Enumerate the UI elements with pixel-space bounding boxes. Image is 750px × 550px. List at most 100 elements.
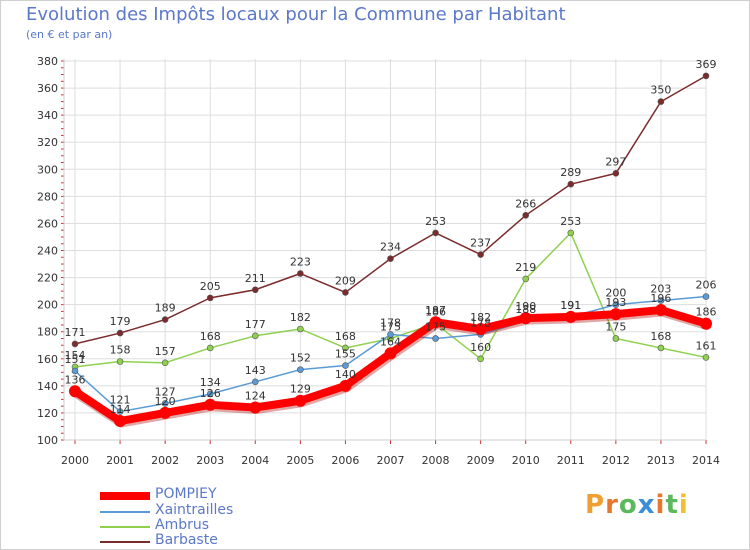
x-tick-label: 2005 (286, 454, 314, 467)
legend-label-ambrus: Ambrus (155, 517, 210, 533)
x-tick-label: 2011 (557, 454, 585, 467)
chart-subtitle: (en € et par an) (26, 28, 113, 41)
x-tick-label: 2000 (61, 454, 89, 467)
data-label-barbaste: 205 (200, 280, 221, 293)
data-point-ambrus (477, 355, 484, 363)
data-label-pompiey: 129 (290, 383, 311, 396)
legend-label-pompiey: POMPIEY (155, 486, 217, 502)
data-point-pompiey (339, 379, 352, 392)
data-label-pompiey: 164 (380, 335, 401, 348)
legend-item-ambrus[interactable]: Ambrus (100, 517, 300, 535)
data-label-barbaste: 253 (425, 215, 446, 228)
data-point-xaintrailles (387, 331, 394, 338)
data-point-xaintrailles (657, 297, 665, 304)
chart-title: Evolution des Impôts locaux pour la Comm… (26, 4, 566, 25)
data-label-ambrus: 158 (110, 343, 131, 356)
data-point-pompiey (609, 308, 622, 321)
legend-item-barbaste[interactable]: Barbaste (100, 532, 300, 550)
legend-swatch-barbaste (100, 541, 150, 543)
y-tick-label: 180 (37, 326, 58, 339)
data-label-ambrus: 253 (560, 215, 581, 228)
data-label-xaintrailles: 152 (290, 352, 311, 365)
y-tick-label: 120 (37, 407, 58, 420)
x-tick-label: 2014 (692, 454, 720, 467)
data-point-barbaste (116, 329, 124, 337)
data-point-barbaste (297, 270, 304, 277)
x-tick-label: 2013 (647, 454, 675, 467)
y-tick-label: 160 (37, 353, 58, 366)
data-label-ambrus: 160 (470, 341, 491, 354)
data-point-barbaste (387, 255, 394, 262)
data-label-barbaste: 350 (650, 84, 671, 97)
data-label-pompiey: 190 (515, 300, 536, 313)
data-point-xaintrailles (612, 301, 620, 308)
legend-swatch-ambrus (100, 526, 150, 528)
data-label-pompiey: 191 (560, 299, 581, 312)
data-label-pompiey: 136 (65, 373, 86, 386)
data-point-ambrus (161, 359, 169, 367)
data-label-pompiey: 186 (696, 306, 717, 319)
y-tick-label: 140 (37, 380, 58, 393)
data-label-xaintrailles: 134 (200, 376, 221, 389)
y-tick-label: 280 (37, 190, 58, 203)
data-label-ambrus: 182 (290, 311, 311, 324)
data-point-ambrus (342, 344, 349, 352)
data-label-ambrus: 186 (425, 306, 446, 319)
data-label-ambrus: 219 (515, 261, 536, 274)
logo-letter: r (605, 490, 619, 520)
y-tick-label: 220 (37, 272, 58, 285)
data-point-pompiey (474, 323, 487, 336)
legend-label-xaintrailles: Xaintrailles (155, 502, 234, 518)
x-tick-label: 2002 (151, 454, 179, 467)
data-point-pompiey (114, 415, 127, 428)
data-point-xaintrailles (342, 362, 349, 369)
data-point-pompiey (294, 394, 307, 407)
data-point-barbaste (657, 98, 665, 105)
x-tick-label: 2006 (331, 454, 359, 467)
data-label-pompiey: 193 (605, 296, 626, 309)
data-label-ambrus: 175 (380, 320, 401, 333)
data-point-ambrus (612, 335, 620, 342)
data-point-ambrus (116, 358, 124, 365)
data-point-ambrus (251, 332, 259, 340)
data-label-pompiey: 126 (200, 387, 221, 400)
data-label-xaintrailles: 121 (110, 394, 131, 407)
y-tick-label: 380 (37, 55, 58, 68)
data-label-ambrus: 154 (65, 349, 86, 362)
data-point-barbaste (161, 316, 169, 323)
data-label-barbaste: 289 (560, 166, 581, 179)
data-label-xaintrailles: 203 (650, 283, 671, 296)
x-tick-label: 2012 (602, 454, 630, 467)
data-point-ambrus (522, 275, 530, 283)
logo-letter: i (678, 490, 689, 520)
legend-label-barbaste: Barbaste (155, 532, 218, 548)
data-label-xaintrailles: 151 (65, 353, 86, 366)
data-point-xaintrailles (251, 378, 259, 386)
data-point-ambrus (297, 325, 304, 333)
data-label-xaintrailles: 178 (470, 316, 491, 329)
legend-item-xaintrailles[interactable]: Xaintrailles (100, 502, 300, 520)
data-point-barbaste (342, 289, 349, 296)
data-label-barbaste: 179 (110, 315, 131, 328)
x-tick-label: 2004 (241, 454, 269, 467)
data-point-ambrus (567, 229, 575, 237)
plot-area (64, 59, 706, 440)
data-label-ambrus: 168 (335, 330, 356, 343)
data-label-barbaste: 234 (380, 241, 401, 254)
data-label-xaintrailles: 175 (425, 320, 446, 333)
data-point-ambrus (206, 344, 214, 352)
data-label-pompiey: 187 (425, 304, 446, 317)
data-point-xaintrailles (206, 390, 214, 398)
data-point-pompiey (429, 316, 442, 329)
legend-item-pompiey[interactable]: POMPIEY (100, 486, 300, 504)
data-point-pompiey (204, 398, 217, 411)
data-label-ambrus: 161 (696, 339, 717, 352)
data-label-barbaste: 369 (696, 58, 717, 71)
legend-swatch-pompiey (100, 492, 150, 500)
y-tick-label: 340 (37, 109, 58, 122)
data-point-barbaste (432, 229, 439, 237)
data-label-barbaste: 211 (245, 272, 266, 285)
data-point-ambrus (702, 354, 710, 361)
data-point-pompiey (249, 401, 262, 414)
